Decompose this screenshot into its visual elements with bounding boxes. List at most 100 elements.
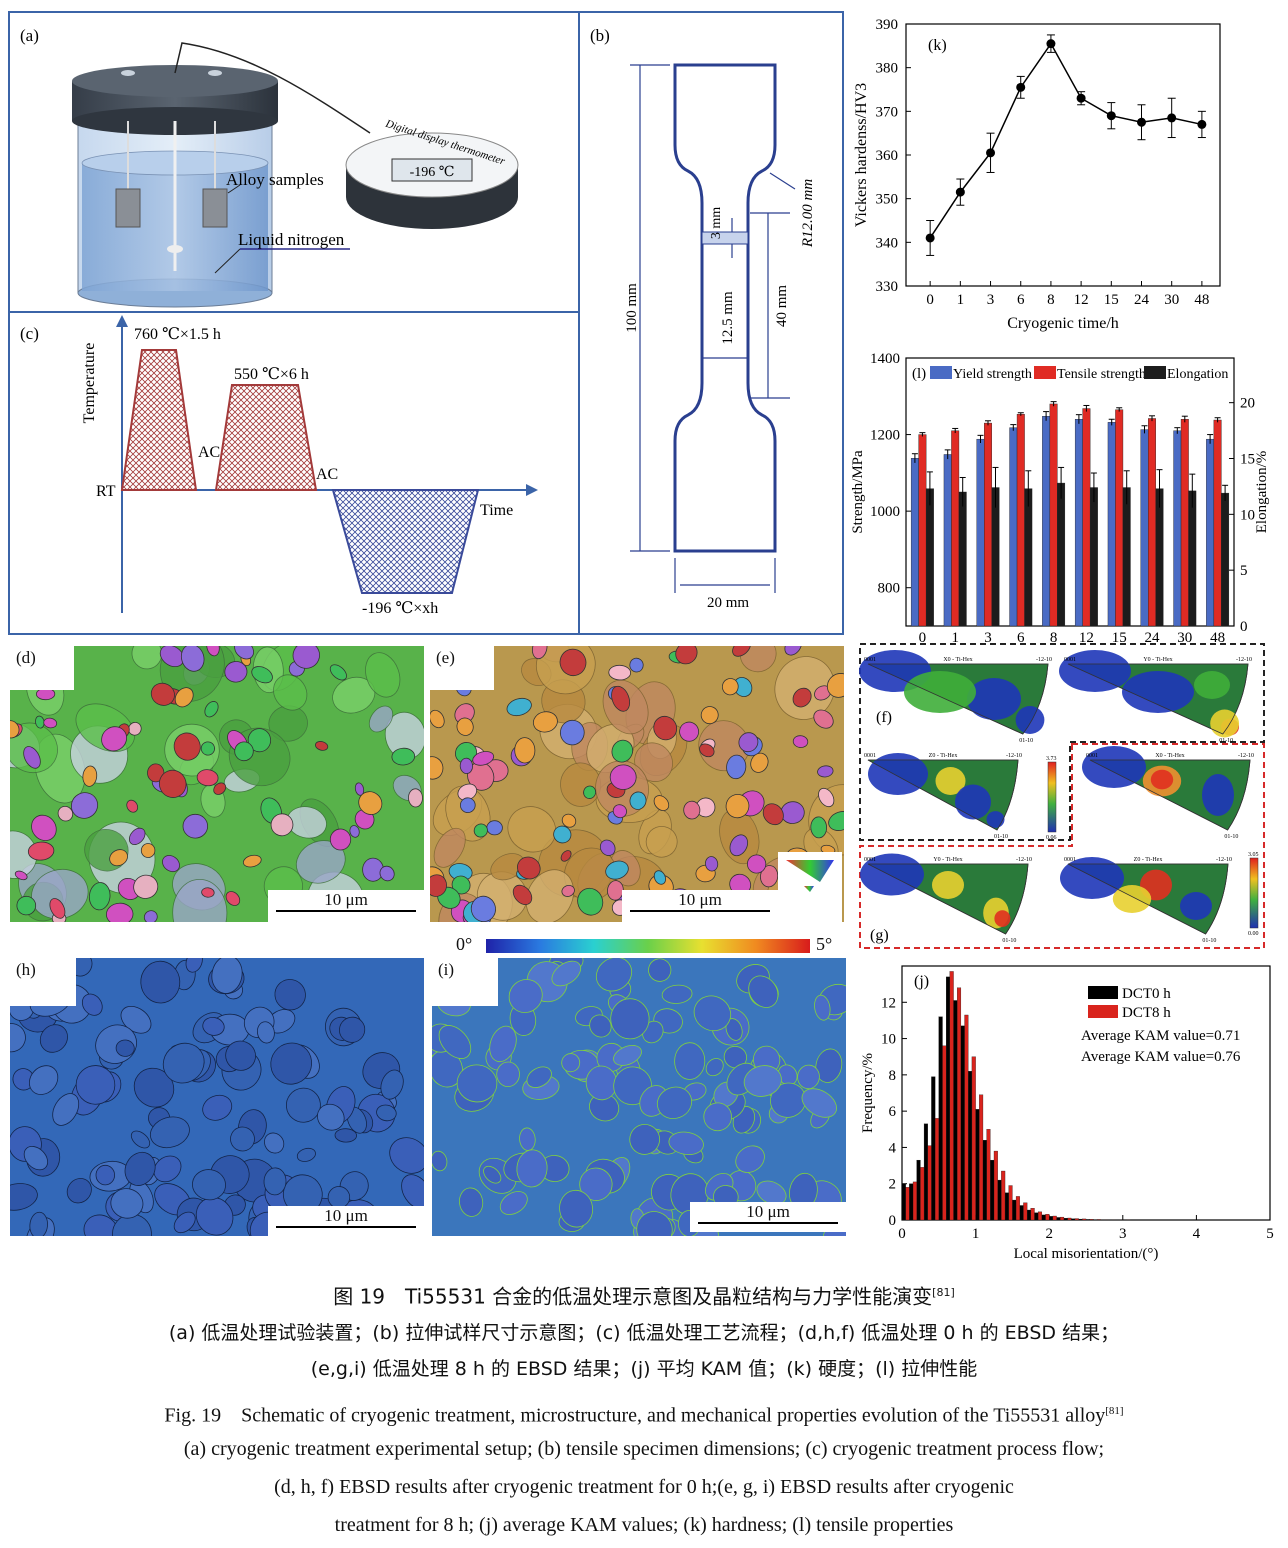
j-bar-dct8-h — [1052, 1215, 1057, 1221]
grain — [815, 1048, 843, 1083]
l-legend-label: Tensile strength — [1057, 367, 1146, 382]
l-bar-tensile-strength — [1049, 403, 1058, 627]
grain — [128, 721, 142, 736]
grain — [182, 813, 208, 839]
schematic-frame — [8, 11, 844, 635]
j-bar-dct0-h — [931, 1076, 936, 1221]
grain — [204, 701, 219, 718]
ipf-f-y-corner-b: -12-10 — [1236, 657, 1252, 663]
grain — [828, 811, 844, 831]
j-bar-dct0-h — [968, 1071, 973, 1221]
j-bar-dct0-h — [1071, 1218, 1076, 1221]
grain — [661, 984, 693, 1004]
ipf-f-colorbar-max: 3.73 — [1046, 756, 1057, 762]
grain — [264, 1132, 285, 1154]
grain — [735, 1145, 765, 1173]
grain — [28, 1065, 59, 1095]
ipf-g-x-outline — [1089, 759, 1251, 831]
grain — [693, 995, 732, 1032]
grain — [23, 746, 41, 769]
l-bar-elongation — [925, 488, 934, 627]
j-xtick-label: 2 — [1045, 1226, 1053, 1242]
ipf-g-y-title: Y0 - Ti-Hex — [933, 857, 962, 863]
grain — [589, 1014, 612, 1038]
grain — [499, 1191, 528, 1215]
grain — [43, 717, 58, 729]
k-point — [986, 148, 996, 158]
ipf-f-x-blob — [967, 678, 1021, 720]
grain — [609, 764, 637, 790]
grain — [391, 747, 416, 766]
caption-en-line3: treatment for 8 h; (j) average KAM value… — [334, 1514, 954, 1536]
c-step2: 550 ℃×6 h — [234, 366, 309, 383]
grain — [153, 1155, 182, 1183]
grain — [14, 870, 28, 881]
l-bar-yield-strength — [1173, 430, 1182, 627]
grain — [559, 648, 587, 677]
grain — [83, 1214, 119, 1236]
kam-scale-max: 5° — [816, 934, 833, 954]
k-xlabel: Cryogenic time/h — [1007, 315, 1119, 332]
grain — [192, 1169, 226, 1201]
grain — [653, 795, 670, 812]
grain — [101, 726, 128, 752]
grain — [456, 1064, 498, 1103]
c-xlabel: Time — [480, 502, 513, 519]
j-bar-dct8-h — [964, 1014, 969, 1221]
j-bar-dct0-h — [1085, 1219, 1090, 1221]
grain — [23, 1145, 49, 1171]
panel-c-label: (c) — [20, 324, 39, 343]
k-xtick-label: 0 — [926, 292, 934, 308]
grain — [329, 664, 347, 681]
grain — [234, 646, 254, 660]
ebsd-map-e — [430, 646, 844, 922]
dim-notch: 3 mm — [709, 207, 724, 239]
grain — [334, 1128, 357, 1143]
l-bar-yield-strength — [1074, 419, 1083, 627]
panel-c-process: (c) Temperature RT Time AC AC 760 ℃×1.5 … — [20, 315, 538, 617]
l-bar-elongation — [1155, 488, 1164, 627]
ipf-f-z-outline — [867, 759, 1019, 831]
grain — [561, 884, 575, 897]
k-xtick-label: 3 — [987, 292, 995, 308]
l-legend-swatch — [1034, 366, 1056, 379]
j-bar-dct0-h — [953, 1000, 958, 1221]
grain — [599, 839, 616, 856]
grain — [611, 739, 634, 763]
grain — [648, 958, 672, 982]
grain — [380, 1069, 404, 1100]
grain — [814, 994, 831, 1021]
j-bar-dct0-h — [997, 1179, 1002, 1221]
ipf-f-y-blob — [1059, 650, 1131, 692]
k-point — [1106, 111, 1116, 121]
k-ytick-label: 340 — [876, 235, 899, 251]
l-xtick-label: 0 — [919, 630, 927, 644]
grain — [16, 895, 37, 916]
ipf-f-z-corner-a: 0001 — [864, 753, 876, 759]
j-bar-dct8-h — [1008, 1185, 1013, 1221]
panel-b-label: (b) — [590, 26, 610, 45]
j-label: (j) — [914, 973, 929, 990]
j-annotation: Average KAM value=0.71 — [1081, 1028, 1240, 1044]
l-bar-yield-strength — [1107, 422, 1116, 627]
ipf-f-y-blob — [1122, 671, 1194, 713]
dim-radius: R12.00 mm — [800, 179, 816, 248]
ipf-g-z-corner-b: -12-10 — [1216, 857, 1232, 863]
grain — [162, 1042, 205, 1084]
grain — [743, 1065, 782, 1097]
grain — [725, 1018, 743, 1041]
l-xtick-label: 3 — [984, 630, 992, 644]
j-bar-dct0-h — [975, 1109, 980, 1221]
l-ylabel: Strength/MPa — [850, 450, 866, 534]
grain — [315, 741, 329, 751]
j-ytick-label: 8 — [889, 1068, 897, 1084]
grain — [801, 1088, 838, 1118]
j-bar-dct0-h — [1063, 1218, 1068, 1221]
grain — [629, 1124, 661, 1155]
grain — [561, 813, 577, 828]
l-xtick-label: 8 — [1050, 630, 1058, 644]
dim-gauge-length: 40 mm — [774, 285, 790, 327]
grain — [185, 958, 203, 973]
c-rt: RT — [96, 483, 116, 500]
l-bar-elongation — [1057, 482, 1066, 627]
